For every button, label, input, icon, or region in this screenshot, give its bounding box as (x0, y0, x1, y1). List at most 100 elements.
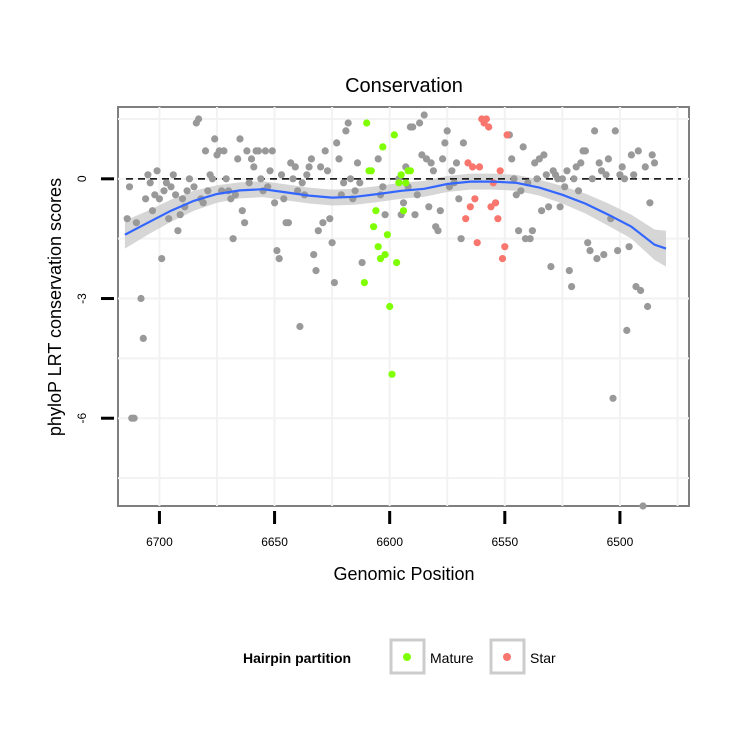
point-other (353, 159, 362, 167)
y-tick-label: 0 (75, 175, 89, 182)
x-tick-label: 6650 (261, 535, 288, 549)
point-other (586, 247, 594, 255)
point-other (425, 203, 433, 211)
point-other (144, 171, 152, 179)
point-mature (360, 279, 368, 287)
point-other (634, 147, 642, 155)
x-tick-label: 6550 (491, 535, 518, 549)
point-other (271, 199, 279, 207)
point-other (526, 235, 534, 243)
point-other (515, 227, 523, 235)
point-other (533, 175, 541, 183)
point-other (280, 195, 288, 203)
point-other (284, 219, 292, 227)
point-star (469, 163, 477, 171)
point-mature (402, 179, 410, 187)
point-other (174, 227, 182, 235)
point-mature (388, 370, 396, 378)
point-other (176, 211, 184, 219)
point-other (452, 159, 461, 167)
confidence-ribbon (124, 173, 666, 267)
point-other (356, 179, 364, 187)
point-other (268, 147, 276, 155)
point-mature (374, 243, 382, 251)
point-other (351, 187, 359, 195)
point-other (577, 159, 585, 167)
point-other (600, 251, 608, 259)
point-other (459, 139, 467, 147)
point-other (199, 199, 207, 207)
point-mature (370, 223, 378, 231)
point-other (243, 147, 251, 155)
x-tick-label: 6500 (607, 535, 634, 549)
point-other (201, 147, 210, 155)
point-mature (363, 119, 371, 127)
point-other (261, 147, 269, 155)
point-other (344, 119, 352, 127)
point-other (540, 151, 548, 159)
point-other (595, 159, 603, 167)
point-other (409, 123, 417, 131)
point-other (229, 235, 237, 243)
point-other (411, 211, 419, 219)
point-other (644, 302, 652, 311)
point-other (155, 195, 163, 203)
y-axis-title: phyloP LRT conservation scores (45, 178, 65, 436)
point-other (273, 247, 281, 255)
point-other (565, 267, 573, 275)
point-mature (393, 259, 401, 267)
point-star (503, 131, 511, 139)
smooth-curve (124, 180, 667, 250)
point-other (545, 203, 553, 211)
point-other (195, 115, 203, 123)
point-other (298, 179, 306, 187)
legend-title: Hairpin partition (243, 650, 351, 666)
point-star (492, 199, 500, 207)
point-other (275, 255, 283, 263)
point-other (627, 151, 636, 159)
point-other (319, 219, 327, 227)
point-star (501, 243, 509, 251)
legend-dot-star (503, 653, 511, 661)
point-star (475, 163, 484, 171)
x-tick-label: 6600 (376, 535, 403, 549)
legend-label-star: Star (530, 650, 556, 666)
smooth-ribbon (124, 173, 666, 267)
point-other (584, 239, 592, 247)
point-other (379, 183, 387, 191)
y-tick-label: -6 (75, 413, 89, 424)
point-other (234, 155, 242, 163)
point-other (604, 155, 613, 163)
point-other (328, 239, 336, 247)
point-mature (367, 167, 375, 175)
point-other (436, 207, 444, 215)
point-other (441, 139, 449, 147)
point-other (130, 414, 138, 422)
point-other (519, 143, 527, 151)
point-other (517, 187, 525, 195)
point-star (485, 123, 493, 131)
point-other (148, 207, 157, 215)
point-mature (379, 143, 387, 151)
point-other (591, 127, 599, 135)
point-other (330, 279, 338, 287)
point-other (593, 255, 601, 263)
legend-dot-mature (403, 653, 411, 661)
point-other (326, 215, 334, 223)
point-other (257, 175, 265, 183)
point-other (434, 227, 442, 235)
point-other (178, 195, 187, 203)
point-other (448, 167, 456, 175)
point-other (611, 127, 619, 135)
y-tick-label: -3 (75, 293, 89, 304)
point-other (510, 175, 518, 183)
point-other (443, 127, 451, 135)
point-other (231, 191, 239, 199)
point-other (399, 199, 408, 207)
point-other (303, 171, 311, 179)
point-other (266, 167, 274, 175)
point-star (496, 167, 504, 175)
data-points (123, 111, 659, 510)
point-other (637, 286, 645, 295)
point-star (466, 203, 474, 211)
